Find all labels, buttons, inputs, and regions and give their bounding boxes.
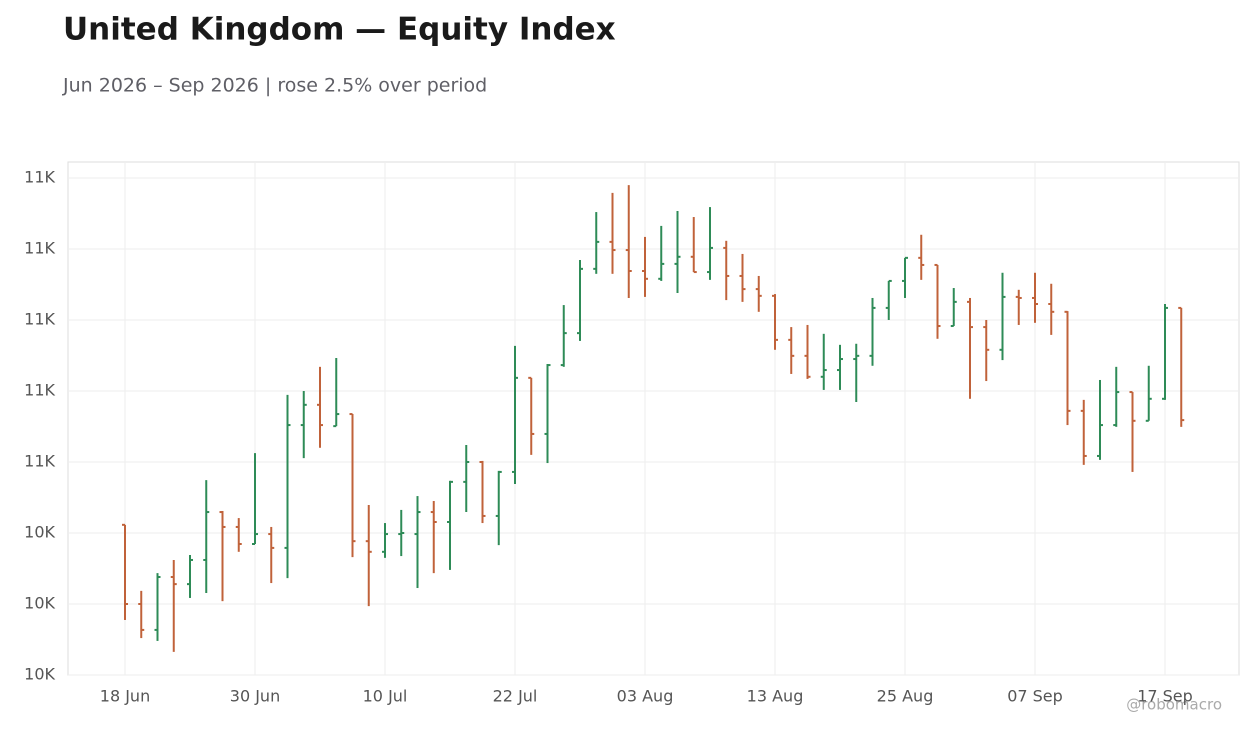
y-tick-label: 11K bbox=[24, 167, 55, 186]
y-tick-label: 10K bbox=[24, 522, 55, 541]
y-tick-label: 11K bbox=[24, 380, 55, 399]
x-tick-label: 10 Jul bbox=[363, 687, 408, 706]
plot-frame bbox=[67, 161, 1240, 676]
chart-subtitle: Jun 2026 – Sep 2026 | rose 2.5% over per… bbox=[62, 75, 487, 97]
y-tick-label: 10K bbox=[24, 665, 55, 684]
x-tick-label: 13 Aug bbox=[747, 687, 804, 706]
chart-title: United Kingdom — Equity Index bbox=[63, 12, 616, 48]
x-tick-label: 07 Sep bbox=[1007, 687, 1063, 706]
x-tick-label: 30 Jun bbox=[230, 687, 280, 706]
y-tick-label: 11K bbox=[24, 309, 55, 328]
x-tick-label: 17 Sep bbox=[1137, 687, 1193, 706]
y-tick-label: 11K bbox=[24, 238, 55, 257]
x-tick-label: 03 Aug bbox=[617, 687, 674, 706]
x-tick-label: 22 Jul bbox=[493, 687, 538, 706]
x-tick-label: 18 Jun bbox=[100, 687, 150, 706]
watermark: @robomacro bbox=[1126, 696, 1222, 714]
x-tick-label: 25 Aug bbox=[877, 687, 934, 706]
y-tick-label: 10K bbox=[24, 593, 55, 612]
y-tick-label: 11K bbox=[24, 451, 55, 470]
